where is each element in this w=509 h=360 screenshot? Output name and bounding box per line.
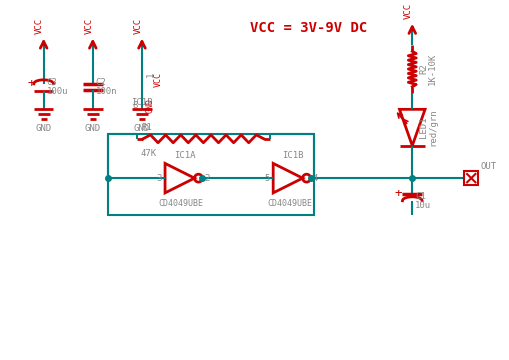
- Text: GND: GND: [36, 124, 51, 133]
- Text: 1K-10K: 1K-10K: [427, 53, 436, 85]
- Text: +: +: [394, 187, 402, 201]
- Text: LED1: LED1: [418, 117, 428, 138]
- Text: IC1A: IC1A: [174, 151, 195, 160]
- Text: VCC: VCC: [35, 18, 44, 33]
- Text: R2: R2: [418, 64, 428, 75]
- Text: CD4049UBE: CD4049UBE: [158, 199, 204, 208]
- Text: VCC: VCC: [133, 18, 142, 33]
- Text: C3: C3: [46, 78, 57, 87]
- Text: OUT: OUT: [479, 162, 495, 171]
- Text: CD4049UBE: CD4049UBE: [266, 199, 312, 208]
- Text: GND: GND: [84, 124, 101, 133]
- Text: 3: 3: [156, 174, 162, 183]
- Text: VCC: VCC: [403, 3, 412, 19]
- Text: 100u: 100u: [46, 87, 68, 96]
- Text: VCC: VCC: [153, 72, 162, 87]
- Text: GND: GND: [146, 98, 155, 113]
- Text: R1: R1: [140, 123, 151, 132]
- Text: VCC = 3V-9V DC: VCC = 3V-9V DC: [250, 21, 367, 35]
- Text: 1: 1: [146, 72, 155, 77]
- Text: 5: 5: [264, 174, 270, 183]
- Text: GND: GND: [134, 124, 150, 133]
- Text: 100n: 100n: [96, 87, 117, 96]
- Text: 2: 2: [204, 174, 209, 183]
- Text: IC1B: IC1B: [282, 151, 303, 160]
- Bar: [464, 171, 477, 185]
- Text: 47K: 47K: [140, 149, 157, 158]
- Text: IC1P: IC1P: [131, 98, 152, 107]
- Bar: [107, 134, 314, 215]
- Text: 4: 4: [312, 174, 317, 183]
- Text: VCC: VCC: [84, 18, 93, 33]
- Text: red/grn: red/grn: [427, 109, 436, 146]
- Text: 8: 8: [132, 101, 138, 110]
- Text: C2: C2: [96, 78, 106, 87]
- Text: C1: C1: [414, 192, 425, 201]
- Text: +: +: [27, 77, 35, 90]
- Text: 10u: 10u: [414, 201, 431, 210]
